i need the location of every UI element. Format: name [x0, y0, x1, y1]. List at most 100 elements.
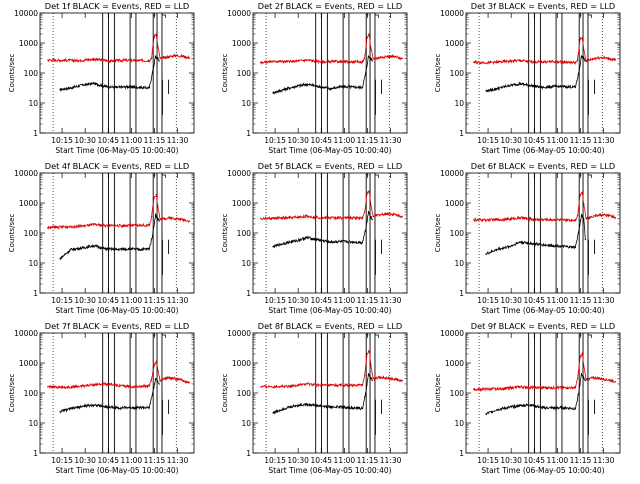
data-point-lld — [159, 380, 161, 382]
data-point-events — [565, 86, 567, 88]
x-tick-label: 10:15 — [477, 296, 499, 305]
x-tick-label: 11:15 — [570, 296, 592, 305]
data-point-lld — [577, 215, 579, 217]
data-point-lld — [579, 38, 581, 41]
y-tick-label: 1 — [459, 129, 464, 138]
data-point-lld — [579, 194, 581, 196]
bracket-marker — [587, 334, 592, 338]
chart-title: Det 5f BLACK = Events, RED = LLD — [258, 161, 402, 171]
y-tick-label: 1000 — [19, 359, 38, 368]
data-point-lld — [581, 353, 583, 355]
data-point-lld — [401, 380, 403, 382]
x-tick-label: 11:30 — [380, 136, 402, 145]
data-point-events — [352, 86, 354, 88]
y-tick-label: 1000 — [445, 199, 464, 208]
y-axis-label: Counts/sec — [8, 54, 16, 93]
x-tick-label: 10:45 — [523, 296, 545, 305]
data-point-events — [317, 405, 319, 407]
data-point-lld — [473, 219, 475, 221]
data-point-lld — [519, 217, 521, 219]
data-point-lld — [372, 216, 374, 218]
x-tick-label: 11:15 — [570, 136, 592, 145]
y-tick-label: 10 — [241, 259, 251, 268]
y-tick-label: 10 — [454, 259, 464, 268]
chart-title: Det 1f BLACK = Events, RED = LLD — [45, 1, 189, 11]
data-point-lld — [151, 378, 153, 380]
series-line-events — [59, 54, 160, 92]
bracket-marker — [161, 174, 166, 178]
y-tick-label: 1000 — [232, 199, 251, 208]
data-point-lld — [372, 58, 374, 60]
data-point-events — [104, 248, 106, 250]
data-point-events — [371, 60, 373, 62]
y-tick-label: 100 — [450, 229, 465, 238]
data-point-events — [148, 407, 150, 409]
data-point-lld — [139, 224, 141, 226]
data-point-events — [519, 83, 521, 85]
data-point-events — [154, 56, 157, 58]
data-point-lld — [387, 213, 390, 215]
bracket-marker — [161, 334, 166, 338]
data-point-events — [128, 86, 130, 88]
data-point-lld — [157, 45, 159, 47]
series-line-events — [59, 378, 160, 414]
data-point-lld — [395, 214, 397, 216]
x-tick-label: 10:30 — [287, 136, 309, 145]
data-point-lld — [157, 369, 159, 371]
plot-frame — [252, 12, 408, 134]
x-tick-label: 10:30 — [74, 296, 96, 305]
data-point-lld — [155, 194, 157, 196]
data-point-lld — [188, 57, 190, 59]
x-tick-label: 11:30 — [593, 456, 615, 465]
x-tick-label: 10:30 — [287, 296, 309, 305]
data-point-lld — [550, 387, 552, 389]
data-point-events — [370, 58, 372, 60]
chart-panel-4: Det 4f BLACK = Events, RED = LLD 1 10 100 10… — [8, 161, 195, 315]
data-point-events — [151, 235, 154, 237]
data-point-lld — [139, 385, 141, 388]
data-point-lld — [168, 217, 170, 219]
y-axis-label: Counts/sec — [221, 214, 229, 253]
data-point-lld — [352, 384, 354, 386]
data-point-events — [59, 410, 61, 413]
data-point-lld — [488, 219, 490, 221]
data-point-events — [485, 90, 487, 92]
data-point-lld — [614, 59, 616, 61]
bracket-marker — [161, 14, 166, 18]
data-point-events — [157, 58, 159, 60]
chart-panel-2: Det 2f BLACK = Events, RED = LLD 1 10 100 10… — [221, 1, 408, 155]
x-axis-label: Start Time (06-May-05 10:00:40) — [481, 306, 604, 315]
x-tick-label: 11:00 — [547, 456, 569, 465]
data-point-lld — [124, 59, 126, 61]
data-point-events — [508, 246, 510, 248]
chart-title: Det 6f BLACK = Events, RED = LLD — [471, 161, 615, 171]
data-point-lld — [387, 55, 390, 57]
x-tick-label: 11:15 — [144, 456, 166, 465]
data-point-lld — [162, 57, 164, 59]
chart-panel-5: Det 5f BLACK = Events, RED = LLD 1 10 100 10… — [221, 161, 408, 315]
data-point-events — [139, 248, 141, 251]
x-tick-label: 10:30 — [500, 456, 522, 465]
y-tick-label: 10000 — [440, 329, 464, 338]
x-tick-label: 10:30 — [500, 296, 522, 305]
data-point-lld — [503, 60, 506, 63]
x-tick-label: 11:15 — [357, 296, 379, 305]
y-tick-label: 10 — [454, 419, 464, 428]
series-line-lld — [47, 195, 190, 230]
data-point-lld — [162, 378, 164, 380]
x-tick-label: 10:45 — [523, 456, 545, 465]
data-point-events — [151, 393, 154, 395]
data-point-events — [574, 86, 576, 88]
data-point-events — [148, 87, 150, 89]
data-point-events — [574, 246, 576, 249]
y-tick-label: 10000 — [227, 329, 251, 338]
data-point-lld — [306, 383, 308, 385]
x-tick-label: 10:45 — [310, 456, 332, 465]
x-tick-label: 11:00 — [334, 456, 356, 465]
data-point-events — [542, 407, 544, 409]
x-axis-label: Start Time (06-May-05 10:00:40) — [55, 146, 178, 155]
data-point-lld — [366, 353, 368, 355]
x-axis-label: Start Time (06-May-05 10:00:40) — [55, 306, 178, 315]
data-point-events — [361, 241, 363, 244]
series-line-lld — [260, 190, 403, 221]
